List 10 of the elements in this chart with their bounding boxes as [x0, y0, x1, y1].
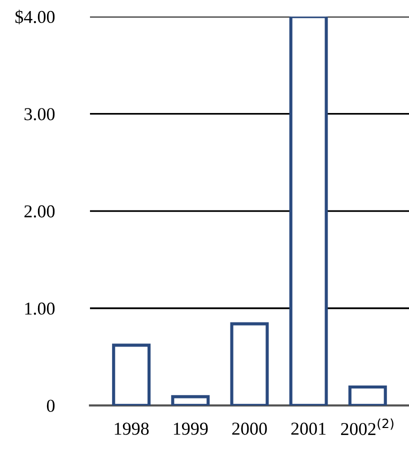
y-tick-label: 3.00: [24, 108, 55, 120]
x-tick-label: 2002$^{(2)}$: [341, 418, 394, 436]
x-tick-label: 1999: [174, 422, 208, 435]
x-tick-label: 2000: [232, 422, 267, 435]
y-tick-label: 1.00: [25, 302, 55, 315]
y-tick-label: 0: [46, 400, 55, 412]
y-tick-label: $4.00: [15, 10, 55, 24]
x-tick-label: 2001: [291, 422, 326, 435]
x-tick-label: 1998: [114, 422, 149, 435]
y-tick-label: 2.00: [24, 205, 55, 218]
